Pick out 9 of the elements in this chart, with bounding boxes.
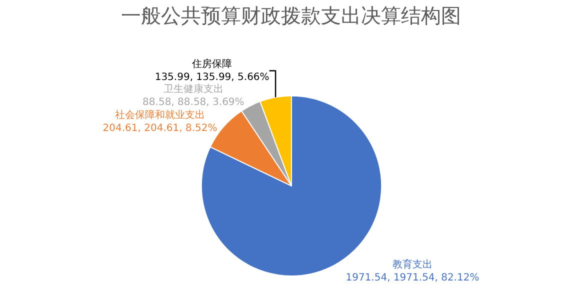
data-label: 135.99, 135.99, 5.66% — [154, 72, 270, 84]
slice-label: 社会保障和就业支出 — [115, 108, 206, 121]
data-label: 88.58, 88.58, 3.69% — [142, 97, 244, 108]
data-label: 204.61, 204.61, 8.52% — [102, 122, 218, 134]
slice-label: 住房保障 — [192, 58, 232, 70]
data-label: 1971.54, 1971.54, 82.12% — [346, 272, 480, 284]
slice-label: 教育支出 — [392, 258, 433, 271]
chart-title: 一般公共预算财政拨款支出决算结构图 — [121, 4, 461, 28]
slice-label: 卫生健康支出 — [163, 83, 224, 96]
